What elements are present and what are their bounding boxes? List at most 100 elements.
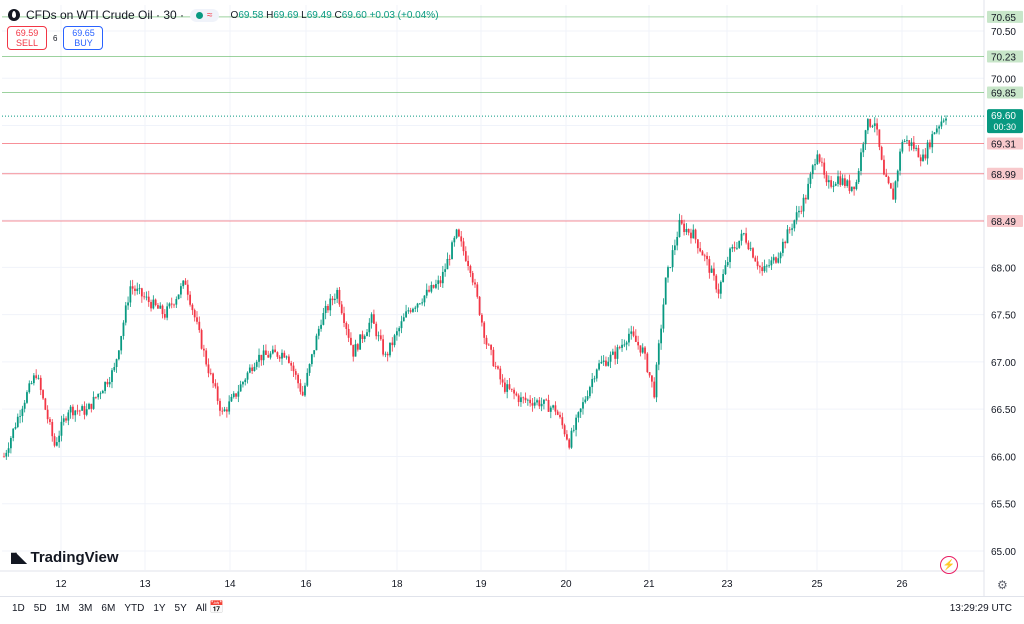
time-tick-label: 19 [475, 579, 487, 590]
time-tick-label: 16 [300, 579, 312, 590]
candle-body [46, 409, 49, 420]
candle-body [945, 118, 947, 121]
candle-body [65, 418, 67, 421]
candle-body [536, 400, 538, 403]
candle-body [611, 351, 614, 355]
candle-body [216, 386, 219, 401]
tradingview-logo[interactable]: ▮◣ TradingView [10, 549, 119, 566]
range-5y[interactable]: 5Y [174, 603, 187, 614]
candle-body [690, 232, 692, 239]
range-3m[interactable]: 3M [78, 603, 93, 614]
candle-body [129, 286, 132, 303]
candle-body [400, 321, 403, 329]
candle-body [421, 302, 424, 304]
range-6m[interactable]: 6M [101, 603, 116, 614]
candle-body [72, 406, 74, 416]
calendar-icon[interactable]: 📅 [209, 600, 224, 614]
candle-body [458, 229, 460, 237]
candle-body [575, 417, 577, 430]
candle-body [285, 356, 288, 358]
candle-body [58, 435, 61, 443]
candle-body [462, 241, 465, 252]
candle-body [67, 412, 70, 421]
candle-body [931, 134, 934, 148]
candle-body [267, 354, 270, 358]
candle-body [876, 123, 878, 130]
candle-body [209, 373, 212, 375]
candle-body [320, 324, 322, 329]
candle-body [393, 335, 396, 346]
candle-body [182, 280, 185, 287]
candle-body [807, 183, 810, 200]
candle-body [924, 154, 927, 159]
candle-body [460, 236, 463, 242]
candle-body [32, 375, 35, 384]
candle-body [715, 275, 718, 290]
candle-body [825, 174, 828, 183]
candle-body [781, 241, 784, 253]
symbol-title[interactable]: CFDs on WTI Crude Oil · 30 · [26, 8, 185, 22]
candle-body [761, 267, 764, 272]
candle-body [418, 303, 421, 305]
range-1y[interactable]: 1Y [153, 603, 166, 614]
utc-clock[interactable]: 13:29:29 UTC [949, 603, 1012, 614]
candle-body [395, 331, 398, 336]
oil-drop-icon [8, 9, 20, 21]
candle-body [763, 265, 766, 272]
candle-body [664, 277, 667, 305]
price-tick-label: 70.50 [991, 27, 1016, 38]
candle-body [28, 383, 31, 393]
range-5d[interactable]: 5D [33, 603, 47, 614]
candle-body [175, 299, 178, 305]
settings-gear-icon[interactable]: ⚙ [997, 578, 1008, 592]
candle-body [3, 456, 5, 458]
candle-body [386, 353, 389, 356]
candle-body [455, 229, 458, 238]
candle-body [634, 335, 637, 342]
candle-body [299, 383, 302, 392]
price-tick-label: 68.00 [991, 263, 1016, 274]
range-1m[interactable]: 1M [55, 603, 70, 614]
candle-body [719, 281, 722, 294]
candle-body [588, 387, 591, 397]
candle-body [497, 366, 499, 369]
level-label: 68.99 [991, 170, 1016, 181]
candle-body [694, 229, 697, 240]
lightning-icon[interactable]: ⚡ [940, 556, 958, 574]
candle-body [703, 255, 706, 257]
sell-button[interactable]: 69.59 SELL [7, 26, 47, 50]
level-label-bg [987, 10, 1023, 23]
candle-body [76, 410, 79, 412]
range-all[interactable]: All [195, 603, 207, 614]
candle-body [134, 288, 136, 292]
candle-body [19, 416, 21, 417]
candle-body [212, 373, 214, 384]
candle-body [44, 398, 47, 410]
candle-body [524, 397, 527, 401]
range-selector: 1D 5D 1M 3M 6M YTD 1Y 5Y All [12, 603, 207, 614]
candle-body [554, 405, 557, 412]
candle-body [425, 289, 428, 296]
candle-body [478, 296, 481, 315]
last-price-label: 69.60 [991, 111, 1016, 122]
candle-body [16, 416, 19, 427]
candle-body [78, 410, 81, 412]
candle-body [352, 344, 355, 357]
candle-body [384, 353, 387, 355]
candle-body [437, 280, 440, 285]
candle-body [710, 268, 713, 273]
candle-body [857, 170, 860, 183]
candle-body [866, 119, 869, 131]
buy-button[interactable]: 69.65 BUY [63, 26, 104, 50]
candle-body [304, 385, 306, 396]
candle-body [322, 313, 325, 325]
market-status-pill[interactable]: ≈ [190, 8, 219, 22]
range-1d[interactable]: 1D [12, 603, 25, 614]
range-ytd[interactable]: YTD [124, 603, 145, 614]
candle-body [39, 377, 42, 391]
candle-body [896, 170, 899, 182]
candle-body [49, 419, 51, 422]
candle-body [883, 159, 885, 175]
candle-body [922, 154, 924, 162]
